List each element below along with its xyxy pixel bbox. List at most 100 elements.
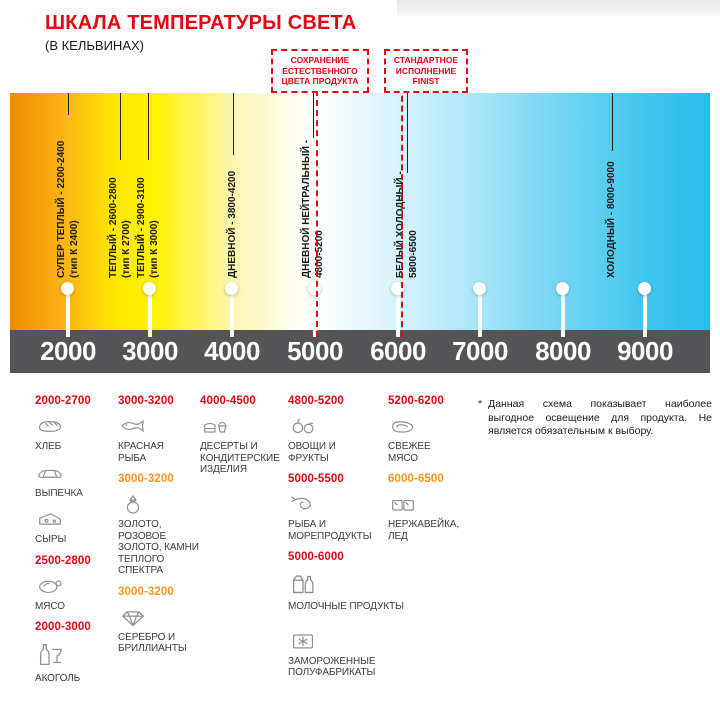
food-item-desserts: ДЕСЕРТЫ И КОНДИТЕРСКИЕ ИЗДЕЛИЯ: [200, 414, 280, 476]
food-group: 5000-6000 МОЛОЧНЫЕ ПРОДУКТЫ ЗАМОРОЖЕННЫЕ…: [288, 551, 404, 679]
tick-line: [407, 93, 408, 173]
food-group: 3000-3200 СЕРЕБРО И БРИЛЛИАНТЫ: [118, 586, 206, 655]
dashed-guide-line-6000: [401, 86, 403, 337]
tick-line: [612, 93, 613, 151]
food-label: МЯСО: [35, 600, 65, 612]
food-column-5: 5200-6200 СВЕЖЕЕ МЯСО 6000-6500 НЕРЖАВЕЙ…: [388, 395, 460, 551]
footnote: * Данная схема показывает наиболее выгод…: [478, 398, 712, 439]
marker-stem: [478, 293, 482, 337]
food-label: АКОГОЛЬ: [35, 673, 81, 684]
food-label: ВЫПЕЧКА: [35, 487, 83, 499]
tick-line: [120, 93, 121, 160]
temp-range: 6000-6500: [388, 473, 444, 485]
zone-sublabel: (тип К 2400): [69, 220, 80, 278]
zone-neutral-daylight: ДНЕВНОЙ НЕЙТРАЛЬНЫЙ - 4800-5200: [300, 100, 326, 278]
food-item-cheese: СЫРЫ: [35, 507, 105, 546]
tick-line: [313, 93, 314, 138]
tick-line: [68, 93, 69, 115]
scale-marker-7000: [473, 282, 486, 295]
temp-range: 3000-3200: [118, 585, 174, 598]
food-item-frozen: ЗАМОРОЖЕННЫЕ ПОЛУФАБРИКАТЫ: [288, 629, 388, 679]
scale-marker-3000: [143, 282, 156, 295]
axis-value-3000: 3000: [122, 336, 178, 366]
temp-range: 2000-3000: [35, 621, 91, 633]
food-group: 4000-4500 ДЕСЕРТЫ И КОНДИТЕРСКИЕ ИЗДЕЛИЯ: [200, 395, 280, 476]
axis-value-6000: 6000: [370, 336, 426, 366]
axis-value-4000: 4000: [204, 336, 260, 366]
food-label: ЗАМОРОЖЕННЫЕ ПОЛУФАБРИКАТЫ: [288, 655, 376, 679]
food-item-vegetables-fruits: ОВОЩИ И ФРУКТЫ: [288, 414, 388, 464]
marker-stem: [643, 293, 647, 337]
marker-stem: [230, 293, 234, 337]
food-label: НЕРЖАВЕЙКА, ЛЕД: [388, 519, 460, 542]
food-group: 3000-3200 КРАСНАЯ РЫБА: [118, 395, 206, 464]
food-column-4: 4800-5200 ОВОЩИ И ФРУКТЫ 5000-5500 РЫБА …: [288, 395, 404, 688]
callout-standard-finist: СТАНДАРТНОЕ ИСПОЛНЕНИЕ FINIST: [384, 49, 468, 93]
wine-bottle-icon: [39, 644, 62, 666]
zone-cool-white: БЕЛЫЙ ХОЛОДНЫЙ - 5800-6500: [394, 100, 420, 278]
temp-range: 3000-3200: [118, 473, 174, 485]
temp-range: 5000-5500: [288, 473, 344, 485]
bread-icon: [39, 420, 61, 432]
zone-sublabel: (тип К 3000): [149, 220, 160, 278]
temp-range: 3000-3200: [118, 395, 174, 407]
food-group: 2000-3000 АКОГОЛЬ: [35, 621, 105, 685]
cake-icon: [204, 421, 227, 433]
marker-stem: [313, 293, 317, 337]
ring-icon: [126, 495, 140, 514]
marker-stem: [148, 293, 152, 337]
zone-label: СУПЕР ТЕПЛЫЙ - 2200-2400: [56, 140, 67, 278]
fruits-icon: [292, 418, 314, 434]
scale-marker-6000: [391, 282, 404, 295]
zone-daylight: ДНЕВНОЙ - 3800-4200: [226, 100, 239, 278]
scale-marker-5000: [308, 282, 321, 295]
zone-cold: ХОЛОДНЫЙ - 8000-9000: [605, 100, 618, 278]
top-right-strip: [397, 0, 720, 16]
food-item-gold: ЗОЛОТО, РОЗОВОЕ ЗОЛОТО, КАМНИ ТЕПЛОГО СП…: [118, 492, 206, 577]
food-item-alcohol: АКОГОЛЬ: [35, 640, 105, 685]
zone-label: ДНЕВНОЙ НЕЙТРАЛЬНЫЙ -: [301, 139, 312, 278]
food-item-bread: ХЛЕБ: [35, 414, 105, 453]
header: ШКАЛА ТЕМПЕРАТУРЫ СВЕТА (В КЕЛЬВИНАХ): [45, 12, 356, 53]
food-item-dairy: МОЛОЧНЫЕ ПРОДУКТЫ: [288, 570, 404, 613]
food-label: ОВОЩИ И ФРУКТЫ: [288, 441, 336, 464]
food-label: СЫРЫ: [35, 534, 67, 545]
food-group: 2500-2800 МЯСО: [35, 555, 105, 613]
page-subtitle: (В КЕЛЬВИНАХ): [45, 38, 144, 53]
zone-sublabel: 5800-6500: [408, 230, 419, 278]
zone-label: ТЕПЛЫЙ - 2900-3100: [136, 177, 147, 278]
fish-icon: [121, 420, 144, 432]
dashed-guide-line-5000: [316, 90, 318, 337]
food-group: 6000-6500 НЕРЖАВЕЙКА, ЛЕД: [388, 473, 460, 542]
diamond-icon: [122, 610, 144, 626]
food-column-3: 4000-4500 ДЕСЕРТЫ И КОНДИТЕРСКИЕ ИЗДЕЛИЯ: [200, 395, 280, 485]
food-group: 3000-3200 ЗОЛОТО, РОЗОВОЕ ЗОЛОТО, КАМНИ …: [118, 473, 206, 577]
food-label: ЗОЛОТО, РОЗОВОЕ ЗОЛОТО, КАМНИ ТЕПЛОГО СП…: [118, 519, 199, 576]
food-item-meat: МЯСО: [35, 574, 105, 613]
food-group: 5200-6200 СВЕЖЕЕ МЯСО: [388, 395, 458, 464]
scale-marker-2000: [61, 282, 74, 295]
temp-range: 4800-5200: [288, 395, 344, 407]
zone-sublabel: (тип К 2700): [121, 220, 132, 278]
food-item-fresh-meat: СВЕЖЕЕ МЯСО: [388, 414, 458, 464]
food-column-2: 3000-3200 КРАСНАЯ РЫБА 3000-3200 ЗОЛОТО,…: [118, 395, 206, 664]
food-group: 5000-5500 РЫБА И МОРЕПРОДУКТЫ: [288, 473, 388, 542]
zone-warm-3000: ТЕПЛЫЙ - 2900-3100 (тип К 3000): [135, 100, 161, 278]
shrimp-icon: [291, 496, 311, 510]
tick-line: [233, 93, 234, 155]
croissant-icon: [38, 469, 62, 478]
food-label: ДЕСЕРТЫ И КОНДИТЕРСКИЕ ИЗДЕЛИЯ: [200, 441, 280, 475]
food-item-stainless-ice: НЕРЖАВЕЙКА, ЛЕД: [388, 492, 460, 542]
temp-range: 5200-6200: [388, 395, 444, 407]
marker-stem: [396, 293, 400, 337]
zone-sublabel: 4800-5200: [314, 230, 325, 278]
temperature-gradient-band: СУПЕР ТЕПЛЫЙ - 2200-2400 (тип К 2400) ТЕ…: [10, 93, 710, 337]
page-title: ШКАЛА ТЕМПЕРАТУРЫ СВЕТА: [45, 12, 357, 34]
ice-cubes-icon: [392, 499, 414, 511]
kelvin-axis-bar: 2000 3000 4000 5000 6000 7000 8000 9000: [10, 330, 710, 373]
food-label: МОЛОЧНЫЕ ПРОДУКТЫ: [288, 601, 404, 612]
temp-range: 2000-2700: [35, 395, 91, 407]
food-label: КРАСНАЯ РЫБА: [118, 441, 164, 464]
scale-marker-4000: [225, 282, 238, 295]
